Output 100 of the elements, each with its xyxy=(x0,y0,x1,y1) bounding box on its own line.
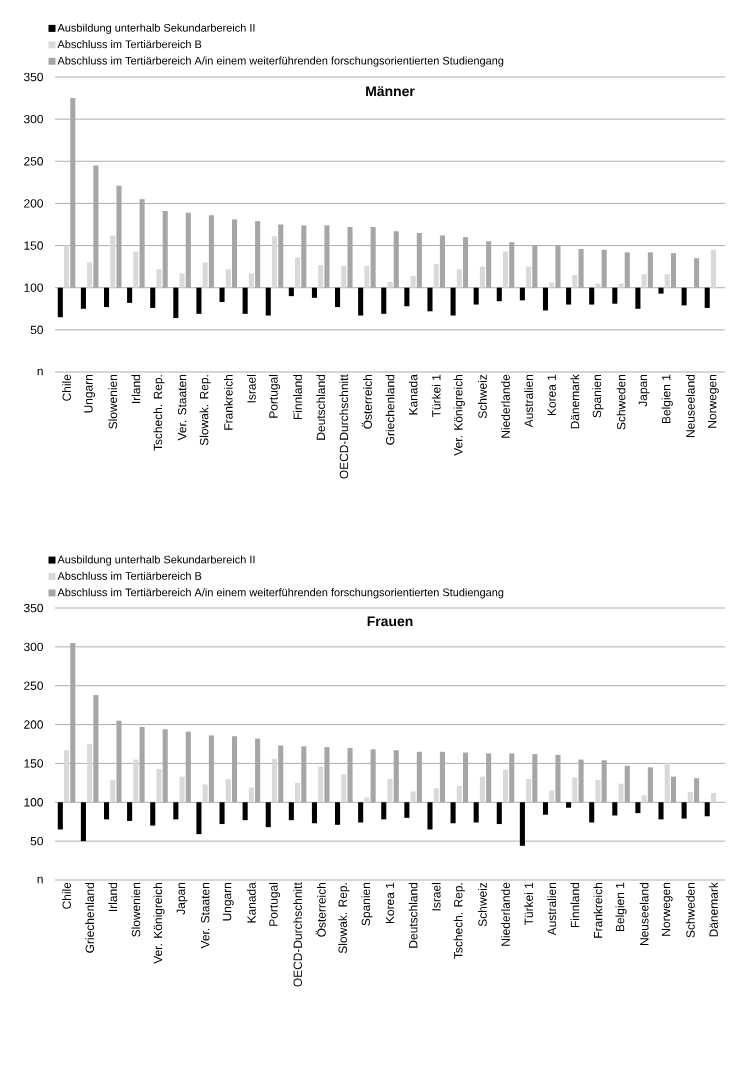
bar xyxy=(370,227,376,288)
bar xyxy=(358,287,364,316)
bar xyxy=(519,802,525,846)
bar xyxy=(202,784,208,803)
bar xyxy=(710,792,716,803)
x-tick-label: Schweiz xyxy=(478,882,487,927)
legend-label: Abschluss im Tertiärbereich A/in einem weiterführenden forschungsorientierten Studiengang xyxy=(57,588,504,599)
x-tick-label: Finnland xyxy=(570,882,580,928)
bar xyxy=(219,287,225,303)
bar xyxy=(295,257,301,288)
x-tick-label: Deutschland xyxy=(316,374,326,440)
bar xyxy=(364,265,370,288)
bar xyxy=(271,236,278,288)
chart-title: Frauen xyxy=(367,616,413,627)
bar xyxy=(549,282,555,288)
x-tick-label: Ungarn xyxy=(222,882,234,921)
bar xyxy=(156,269,162,288)
bar xyxy=(324,225,330,288)
x-tick-label: Chile xyxy=(62,374,71,401)
bar xyxy=(555,754,561,803)
bar xyxy=(150,287,156,308)
bar xyxy=(219,802,225,825)
bar xyxy=(318,766,324,803)
x-tick-label: Kanada xyxy=(247,882,256,923)
legend-label: Abschluss im Tertiärbereich B xyxy=(57,571,202,580)
bar xyxy=(427,287,433,312)
bar xyxy=(618,783,624,803)
x-tick-label: Schweden xyxy=(616,374,626,430)
bar xyxy=(572,275,578,288)
bar xyxy=(502,769,509,803)
bar xyxy=(612,287,618,304)
x-tick-label: Schweden xyxy=(685,882,695,938)
bar xyxy=(242,287,248,314)
x-tick-label: Schweiz xyxy=(478,374,487,419)
bar xyxy=(566,802,572,808)
bar xyxy=(255,738,261,803)
bar xyxy=(265,287,271,316)
bar xyxy=(116,185,122,288)
bar xyxy=(127,802,133,821)
x-tick-label: Tschech. Rep. xyxy=(453,883,465,959)
bar xyxy=(658,802,664,820)
x-tick-label: Niederlande xyxy=(501,374,510,438)
bar xyxy=(185,212,191,288)
x-tick-label: Irland xyxy=(131,374,141,403)
bar xyxy=(450,802,456,824)
x-tick-label: Türkei 1 xyxy=(431,374,441,418)
bar xyxy=(185,731,191,803)
bar xyxy=(658,287,664,294)
bar xyxy=(542,287,549,311)
x-tick-label: Belgien 1 xyxy=(615,882,627,932)
bar xyxy=(601,249,607,288)
x-tick-label: Korea 1 xyxy=(385,882,395,924)
bar xyxy=(670,776,677,803)
x-tick-label: Neuseeland xyxy=(639,882,649,946)
bar xyxy=(271,758,278,803)
x-tick-label: Norwegen xyxy=(708,374,719,428)
bar xyxy=(612,802,618,816)
x-tick-label: Niederlande xyxy=(501,882,510,946)
bar xyxy=(231,219,238,288)
bar xyxy=(532,754,538,803)
bar xyxy=(641,274,647,288)
bar xyxy=(439,751,445,803)
x-tick-label: Türkei 1 xyxy=(524,882,534,926)
x-tick-label: Ver. Staaten xyxy=(177,374,187,441)
bar xyxy=(647,252,653,288)
bar xyxy=(57,287,63,318)
bar xyxy=(242,802,248,821)
bar xyxy=(393,750,399,803)
legend-label: Abschluss im Tertiärbereich A/in einem weiterführenden forschungsorientierten Studiengang xyxy=(57,56,504,67)
y-tick-label: 50 xyxy=(30,325,44,335)
bar xyxy=(341,774,347,803)
bar xyxy=(526,778,532,803)
bar xyxy=(624,765,630,803)
bar xyxy=(635,287,641,309)
bar xyxy=(450,287,456,316)
bar xyxy=(93,165,99,288)
y-tick-label: n xyxy=(37,876,43,884)
bar xyxy=(427,802,433,830)
x-tick-label: Ver. Königreich xyxy=(453,374,465,456)
bar xyxy=(288,287,294,297)
bar xyxy=(502,251,509,288)
bar xyxy=(647,767,653,803)
bar xyxy=(473,287,479,305)
bar xyxy=(57,802,63,830)
bar xyxy=(255,221,261,288)
x-tick-label: Australien xyxy=(547,882,557,936)
bar xyxy=(133,251,139,288)
bar xyxy=(347,227,353,288)
bar xyxy=(150,802,156,826)
bar xyxy=(196,287,202,314)
bar xyxy=(278,224,284,288)
bar xyxy=(133,759,139,803)
x-tick-label: Kanada xyxy=(408,374,418,415)
bar xyxy=(311,287,317,298)
x-tick-label: Israel xyxy=(431,882,441,911)
bar xyxy=(127,287,133,303)
bar xyxy=(87,744,93,803)
bar xyxy=(64,750,70,803)
x-tick-label: Tschech. Rep. xyxy=(153,375,165,451)
y-tick-label: n xyxy=(37,368,43,376)
